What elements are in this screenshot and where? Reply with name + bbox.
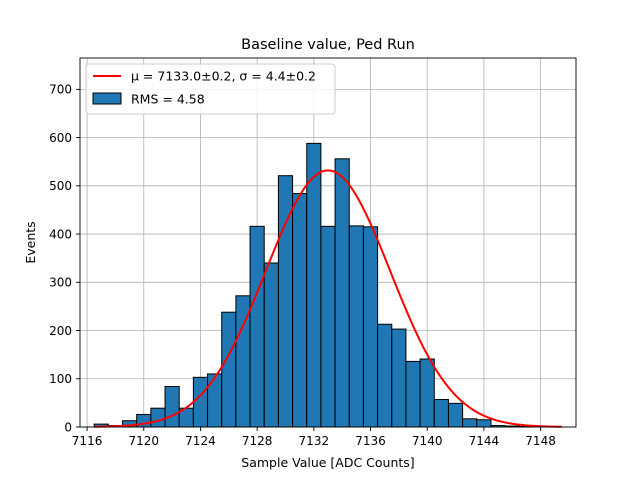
x-tick-label: 7128 xyxy=(242,434,273,448)
histogram-bar xyxy=(434,400,448,427)
y-axis-label: Events xyxy=(23,221,38,263)
histogram-bar xyxy=(420,359,434,427)
x-tick-label: 7148 xyxy=(525,434,556,448)
legend-fit-label: μ = 7133.0±0.2, σ = 4.4±0.2 xyxy=(131,69,316,84)
histogram-bar xyxy=(165,386,179,427)
y-tick-label: 200 xyxy=(49,324,72,338)
histogram-bar xyxy=(293,194,307,427)
histogram-bar xyxy=(349,226,363,427)
x-axis-label: Sample Value [ADC Counts] xyxy=(241,455,414,470)
histogram-bar xyxy=(363,227,377,427)
chart-title: Baseline value, Ped Run xyxy=(241,37,415,53)
y-tick-label: 100 xyxy=(49,372,72,386)
y-tick-label: 500 xyxy=(49,179,72,193)
x-tick-label: 7124 xyxy=(185,434,216,448)
histogram-bar xyxy=(250,226,264,427)
histogram-bar xyxy=(448,403,462,427)
y-axis-ticks: 0 100 200 300 400 500 600 700 xyxy=(49,83,80,435)
x-tick-label: 7116 xyxy=(72,434,103,448)
histogram-bar xyxy=(321,226,335,427)
histogram-bar xyxy=(151,408,165,427)
legend-histogram-label: RMS = 4.58 xyxy=(131,92,205,107)
histogram-bar xyxy=(307,143,321,427)
x-tick-label: 7136 xyxy=(355,434,386,448)
histogram-bar xyxy=(477,420,491,427)
x-tick-label: 7120 xyxy=(128,434,159,448)
histogram-bar xyxy=(378,324,392,427)
histogram-bar xyxy=(463,419,477,427)
legend-histogram-swatch xyxy=(93,93,121,104)
legend: μ = 7133.0±0.2, σ = 4.4±0.2 RMS = 4.58 xyxy=(86,64,335,114)
histogram-bar xyxy=(264,263,278,427)
x-tick-label: 7144 xyxy=(469,434,500,448)
y-tick-label: 300 xyxy=(49,276,72,290)
histogram-bar xyxy=(193,377,207,427)
y-tick-label: 700 xyxy=(49,83,72,97)
x-axis-ticks: 7116 7120 7124 7128 7132 7136 7140 7144 7148 xyxy=(72,427,556,448)
histogram-bar xyxy=(335,159,349,427)
y-tick-label: 400 xyxy=(49,227,72,241)
y-tick-label: 600 xyxy=(49,131,72,145)
histogram-bar xyxy=(406,361,420,427)
histogram-bar xyxy=(392,329,406,427)
x-tick-label: 7140 xyxy=(412,434,443,448)
histogram-bar xyxy=(208,374,222,427)
x-tick-label: 7132 xyxy=(299,434,330,448)
y-tick-label: 0 xyxy=(64,420,72,434)
histogram-bar xyxy=(222,312,236,427)
